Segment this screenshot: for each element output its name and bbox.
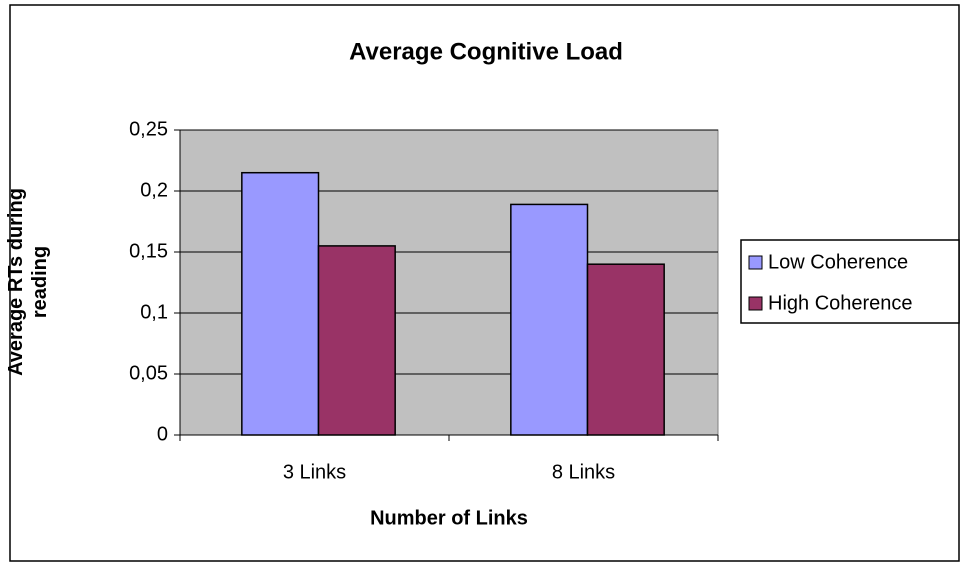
y-tick-label: 0,05	[129, 362, 168, 384]
y-tick-label: 0,15	[129, 240, 168, 262]
y-axis-title: Average RTs during reading	[5, 188, 51, 376]
x-tick-label: 8 Links	[552, 461, 615, 483]
bar	[510, 203, 589, 436]
y-tick-label: 0,25	[129, 118, 168, 140]
bar	[317, 245, 396, 436]
legend-box	[740, 239, 960, 324]
chart-title: Average Cognitive Load	[349, 38, 623, 65]
x-axis-title: Number of Links	[370, 507, 528, 529]
bar	[241, 171, 320, 436]
bar	[586, 263, 665, 436]
y-axis-title-box: Average RTs during reading	[5, 188, 51, 376]
y-tick-label: 0,2	[140, 179, 168, 201]
legend-label: Low Coherence	[768, 251, 908, 273]
x-tick-label: 3 Links	[283, 461, 346, 483]
y-tick-label: 0	[157, 423, 168, 445]
legend-swatch	[748, 255, 763, 270]
legend-swatch	[748, 296, 763, 311]
y-tick-label: 0,1	[140, 301, 168, 323]
legend-label: High Coherence	[768, 292, 913, 314]
